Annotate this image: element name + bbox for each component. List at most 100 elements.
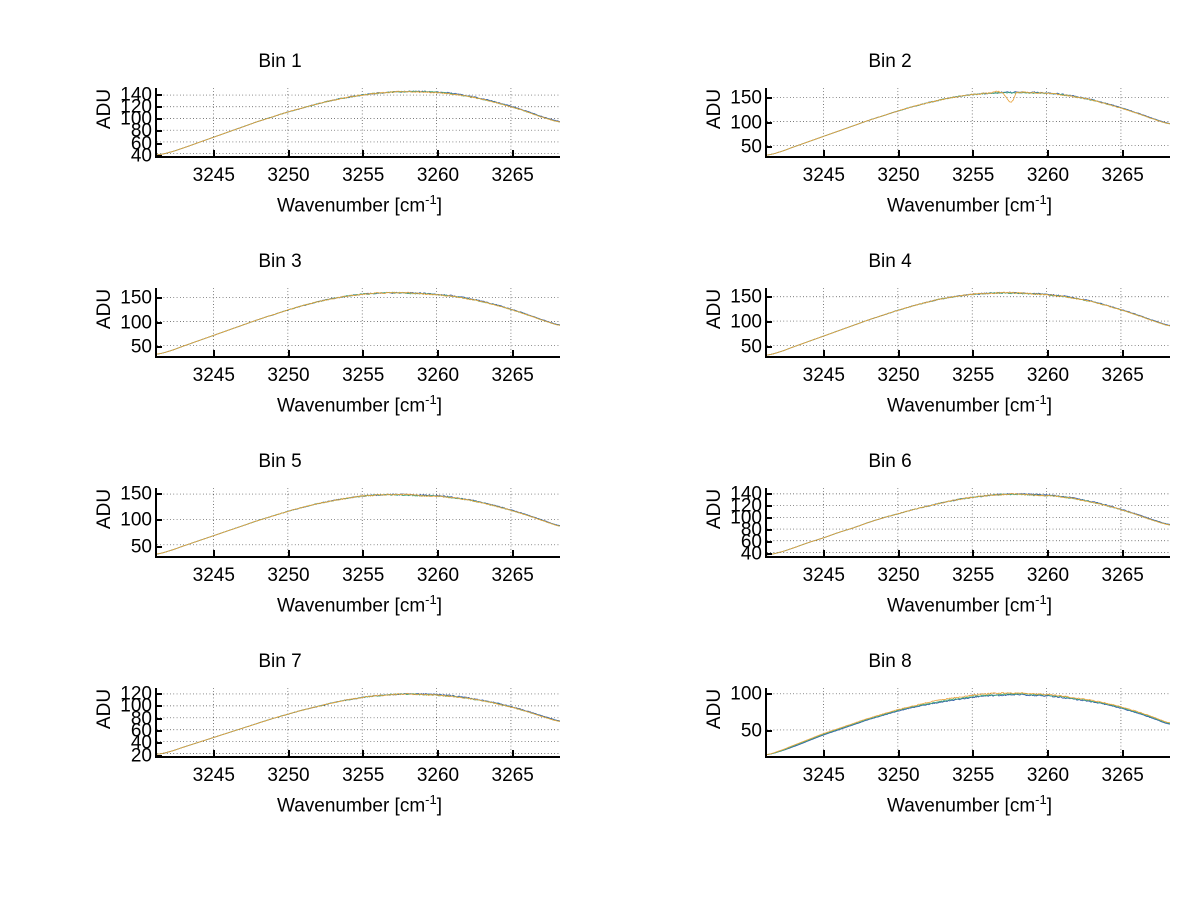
y-tick-mark [156,142,162,145]
x-tick-label: 3255 [952,765,995,786]
x-tick-mark [287,350,290,356]
x-tick-mark [822,750,825,756]
x-tick-mark [362,150,365,156]
y-tick-label: 40 [740,543,762,565]
y-tick-label: 50 [740,136,762,158]
y-tick-label: 100 [120,695,152,717]
y-tick-label: 100 [120,108,152,130]
y-tick-mark [156,705,162,708]
x-tick-label: 3250 [877,765,920,786]
y-tick-label: 140 [730,483,762,505]
x-tick-label: 3245 [192,565,235,586]
x-tick-mark [1121,550,1124,556]
x-axis-label-bin-1: Wavenumber [cm-1] [157,192,562,217]
x-tick-mark [822,150,825,156]
y-tick-label: 100 [730,112,762,133]
x-tick-mark [897,550,900,556]
y-tick-label: 150 [120,483,152,505]
x-tick-mark [897,150,900,156]
x-tick-label: 3265 [491,365,534,386]
x-axis-label-exponent: -1 [1035,592,1047,607]
x-tick-mark [1046,350,1049,356]
y-tick-label: 100 [730,507,762,529]
y-axis-label-bin-4: ADU [704,288,725,330]
x-tick-mark [972,550,975,556]
y-tick-mark [766,493,772,496]
x-tick-label: 3250 [267,765,310,786]
plot-panel-bin-6: Bin 6 ADU 40 60 80 100 120 140 3245 3250 3255 3260 3… [610,450,1170,650]
plot-panel-bin-7: Bin 7 ADU 20 40 60 80 100 120 3245 3250 3255 3260 32… [0,650,560,850]
x-axis-label-text: Wavenumber [cm [886,595,1036,617]
x-tick-mark [511,550,514,556]
plot-axes-bin-5: ADU 50 100 150 3245 3250 3255 3260 3265 Wavenumbe… [94,485,560,616]
plot-title-bin-5: Bin 5 [258,451,302,472]
grid-lines [157,88,560,156]
x-axis-label-bin-4: Wavenumber [cm-1] [767,392,1172,417]
x-tick-label: 3245 [802,165,845,186]
y-tick-mark [156,296,162,299]
y-tick-group-bin-8: 50 100 [730,684,772,756]
x-tick-group-bin-1: 3245 3250 3255 3260 3265 [157,150,560,186]
plot-title-bin-6: Bin 6 [868,451,912,472]
y-tick-label: 80 [130,708,152,730]
x-tick-label: 3245 [802,565,845,586]
plot-title-bin-1: Bin 1 [258,51,302,72]
x-tick-label: 3255 [342,565,385,586]
y-tick-label: 50 [740,336,762,358]
x-tick-mark [822,350,825,356]
plot-axes-bin-2: ADU 50 100 150 3245 3250 3255 3260 3265 Wavenumbe… [704,88,1170,216]
plot-panel-bin-2: Bin 2 ADU 50 100 150 3245 3250 3255 3260 3265 Wave… [610,50,1170,250]
x-axis-label-exponent: -1 [425,792,437,807]
y-tick-label: 100 [730,311,762,333]
y-tick-group-bin-1: 40 60 80 100 120 140 [120,86,162,165]
x-axis-label-bin-2: Wavenumber [cm-1] [767,192,1172,217]
y-tick-mark [156,346,162,349]
y-tick-mark [766,541,772,544]
plot-title-bin-8: Bin 8 [868,651,912,672]
plot-panel-bin-3: Bin 3 ADU 50 100 150 3245 3250 3255 3260 3265 Wave… [0,250,560,450]
x-tick-label: 3245 [192,365,235,386]
plot-panel-bin-4: Bin 4 ADU 50 100 150 3245 3250 3255 3260 3265 Wave… [610,250,1170,450]
data-series-trace-orange [767,492,1170,556]
data-series-trace-green [157,291,560,355]
y-tick-label: 60 [740,531,762,553]
x-tick-mark [897,350,900,356]
x-axis-label-bin-6: Wavenumber [cm-1] [767,592,1172,617]
data-series-trace-blue [767,492,1170,556]
x-tick-group-bin-6: 3245 3250 3255 3260 3265 [767,550,1170,586]
x-tick-mark [212,550,215,556]
y-tick-label: 50 [130,536,152,557]
y-tick-label: 40 [130,145,152,167]
x-tick-label: 3255 [342,365,385,386]
x-tick-group-bin-7: 3245 3250 3255 3260 3265 [157,750,560,786]
plot-title-bin-3: Bin 3 [258,251,302,272]
y-tick-mark [156,693,162,696]
data-series-trace-orange [157,692,560,755]
x-axis-label-bin-8: Wavenumber [cm-1] [767,792,1172,817]
y-tick-mark [156,106,162,109]
x-tick-mark [362,550,365,556]
y-tick-label: 80 [740,519,762,541]
plot-panel-bin-5: Bin 5 ADU 50 100 150 3245 3250 3255 3260 3265 Wave… [0,450,560,650]
x-tick-label: 3265 [491,165,534,186]
plot-canvas-bin-3 [157,288,560,356]
x-tick-label: 3250 [267,565,310,586]
x-tick-label: 3265 [491,765,534,786]
y-tick-label: 50 [740,720,762,742]
plot-canvas-bin-2 [767,88,1170,156]
y-tick-mark [766,346,772,348]
plot-canvas-bin-4 [767,288,1170,356]
x-axis-label-tail: ] [1046,595,1052,617]
x-tick-group-bin-8: 3245 3250 3255 3260 3265 [767,750,1170,786]
y-tick-mark [156,154,162,157]
x-tick-mark [822,550,825,556]
data-series-trace-orange [767,692,1170,755]
x-tick-label: 3260 [1026,165,1070,186]
plot-axes-bin-8: ADU 50 100 3245 3250 3255 3260 3265 Wavenumber [… [704,684,1170,816]
y-tick-group-bin-7: 20 40 60 80 100 120 [120,685,162,765]
plot-canvas-bin-1 [157,88,560,156]
plot-canvas-bin-7 [157,688,560,756]
x-axis-label-text: Wavenumber [cm [886,795,1036,817]
plot-canvas-bin-6 [767,488,1170,556]
y-tick-group-bin-6: 40 60 80 100 120 140 [730,485,772,564]
